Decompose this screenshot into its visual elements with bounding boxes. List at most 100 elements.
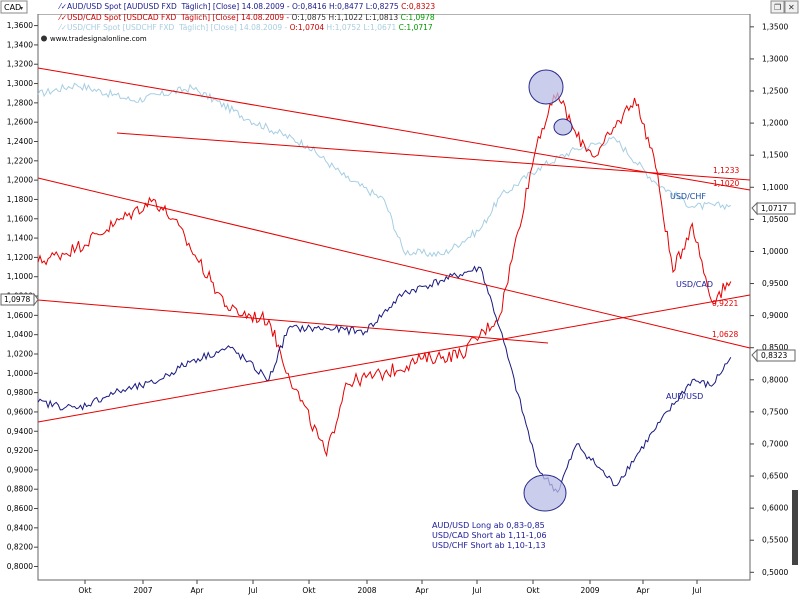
right-tick-label: 1,3000 bbox=[762, 54, 788, 63]
series-line-usd-chf bbox=[37, 82, 732, 258]
scrollbar-handle[interactable] bbox=[792, 490, 798, 565]
level-label: 1,1233 bbox=[713, 166, 739, 175]
legend-aud-high-low: H:0,8477 L:0,8275 bbox=[327, 2, 402, 11]
trendline bbox=[116, 132, 751, 181]
legend-cad-text: USD/CAD Spot [USDCAD FXD Täglich] [Close… bbox=[67, 13, 292, 22]
legend-cad-close: C:1,0978 bbox=[401, 13, 435, 22]
trendlines bbox=[37, 67, 751, 423]
left-tick-label: 1,1000 bbox=[7, 272, 33, 281]
right-tick-label: 0,6500 bbox=[762, 472, 788, 481]
series-layer bbox=[37, 82, 732, 493]
legend-cad-open: O:1,0875 bbox=[292, 13, 327, 22]
left-tick-label: 1,2400 bbox=[7, 137, 33, 146]
last-value-chf-tag-pointer bbox=[751, 201, 758, 216]
last-value-aud-tag-pointer bbox=[751, 348, 758, 363]
currency-selector-label: CAD bbox=[4, 3, 21, 12]
legend-item-chf[interactable]: ⁄✓USD/CHF Spot [USDCHF FXD Täglich] [Clo… bbox=[38, 23, 449, 32]
right-tick-label: 0,7000 bbox=[762, 439, 788, 448]
right-tick-label: 0,6000 bbox=[762, 504, 788, 513]
right-tick-label: 1,0000 bbox=[762, 247, 788, 256]
chevron-down-icon[interactable]: ▾ bbox=[20, 5, 23, 12]
left-tick-label: 1,3000 bbox=[7, 79, 33, 88]
left-tick-label: 0,8600 bbox=[7, 504, 33, 513]
legend: ⁄✓AUD/USD Spot [AUDUSD FXD Täglich] [Clo… bbox=[38, 2, 452, 43]
svg-text:⁄✓USD/CAD Spot [USDCAD FXD Tä: ⁄✓USD/CAD Spot [USDCAD FXD Täglich] [Clo… bbox=[38, 13, 451, 22]
x-tick-label: Okt bbox=[526, 586, 539, 595]
left-tick-label: 1,0200 bbox=[7, 349, 33, 358]
x-tick-label: Apr bbox=[637, 586, 651, 595]
annotation-labels: USD/CHF USD/CAD AUD/USD 1,1233 1,1020 0,9221 1… bbox=[0, 166, 796, 550]
x-tick-label: 2007 bbox=[133, 586, 152, 595]
window-restore-icon: ❐ bbox=[774, 3, 781, 12]
trendline bbox=[37, 67, 751, 191]
left-tick-label: 1,3600 bbox=[7, 21, 33, 30]
legend-aud-close: C:0,8323 bbox=[401, 2, 435, 11]
x-tick-label: Okt bbox=[78, 586, 91, 595]
legend-chf-close: C:1,0717 bbox=[399, 23, 433, 32]
highlight-markers bbox=[523, 69, 573, 512]
legend-chf-high-low: H:1,0752 L:1,0671 bbox=[324, 23, 399, 32]
line-series-icon: ⁄✓ bbox=[57, 23, 67, 32]
trendline bbox=[37, 294, 751, 423]
right-tick-label: 1,1000 bbox=[762, 183, 788, 192]
right-tick-label: 0,5000 bbox=[762, 568, 788, 577]
left-tick-label: 0,9000 bbox=[7, 465, 33, 474]
window-restore-button[interactable] bbox=[770, 0, 785, 14]
x-tick-label: Okt bbox=[302, 586, 315, 595]
left-tick-label: 1,1400 bbox=[7, 234, 33, 243]
left-tick-label: 1,2800 bbox=[7, 98, 33, 107]
top-bar bbox=[0, 0, 800, 14]
right-tick-label: 0,9500 bbox=[762, 279, 788, 288]
line-series-icon: ⁄✓ bbox=[57, 13, 67, 22]
right-tick-label: 0,7500 bbox=[762, 407, 788, 416]
legend-item-cad[interactable]: ⁄✓USD/CAD Spot [USDCAD FXD Täglich] [Clo… bbox=[38, 13, 451, 22]
last-value-aud-tag: 0,8323 bbox=[761, 351, 787, 360]
right-axis: 1,3500 1,3000 1,2500 1,2000 1,1500 1,1000 1,05… bbox=[750, 22, 788, 577]
series-line-aud-usd bbox=[37, 265, 732, 493]
left-tick-label: 1,1200 bbox=[7, 253, 33, 262]
right-tick-label: 1,2000 bbox=[762, 119, 788, 128]
series-label-aud-usd: AUD/USD bbox=[666, 392, 703, 401]
left-tick-label: 0,8200 bbox=[7, 543, 33, 552]
close-icon: ✕ bbox=[788, 3, 795, 12]
level-label: 1,0628 bbox=[712, 330, 738, 339]
legend-cad-high-low: H:1,1022 L:1,0813 bbox=[326, 13, 401, 22]
currency-selector[interactable] bbox=[0, 0, 28, 14]
trade-note-line: USD/CAD Short ab 1,11-1,06 bbox=[432, 531, 547, 540]
trade-note-line: AUD/USD Long ab 0,83-0,85 bbox=[432, 521, 545, 530]
legend-chf-text: USD/CHF Spot [USDCHF FXD Täglich] [Close… bbox=[67, 23, 290, 32]
last-value-chf-tag: 1,0717 bbox=[761, 204, 787, 213]
x-tick-label: Apr bbox=[416, 586, 430, 595]
level-label: 1,1020 bbox=[713, 179, 739, 188]
left-tick-label: 0,8000 bbox=[7, 562, 33, 571]
legend-item-aud[interactable]: ⁄✓AUD/USD Spot [AUDUSD FXD Täglich] [Clo… bbox=[38, 2, 452, 11]
left-tick-label: 1,1600 bbox=[7, 214, 33, 223]
level-label: 0,9221 bbox=[712, 299, 738, 308]
left-tick-label: 1,3400 bbox=[7, 40, 33, 49]
series-line-usd-cad bbox=[37, 91, 732, 458]
trade-note-line: USD/CHF Short ab 1,10-1,13 bbox=[432, 541, 546, 550]
legend-chf-open: O:1,0704 bbox=[290, 23, 325, 32]
left-axis: 1,3600 1,3400 1,3200 1,3000 1,2800 1,2600 1,24… bbox=[7, 21, 38, 571]
right-tick-label: 1,1500 bbox=[762, 151, 788, 160]
trendline bbox=[37, 299, 549, 344]
website-link[interactable]: www.tradesignalonline.com bbox=[41, 35, 147, 43]
left-tick-label: 1,2600 bbox=[7, 118, 33, 127]
x-axis: Okt 2007 Apr Jul Okt 2008 Apr Jul Okt 2009 Apr Jul bbox=[78, 580, 702, 595]
svg-text:⁄✓AUD/USD Spot [AUDUSD FXD Tä: ⁄✓AUD/USD Spot [AUDUSD FXD Täglich] [Clo… bbox=[38, 2, 452, 11]
window-close-button[interactable] bbox=[784, 0, 799, 14]
x-tick-label: Apr bbox=[191, 586, 205, 595]
left-tick-label: 1,3200 bbox=[7, 60, 33, 69]
left-tick-label: 1,1800 bbox=[7, 195, 33, 204]
highlight-ellipse bbox=[553, 118, 573, 136]
right-tick-label: 1,0500 bbox=[762, 215, 788, 224]
highlight-ellipse bbox=[528, 69, 564, 105]
x-tick-label: Jul bbox=[691, 586, 701, 595]
series-label-usd-chf: USD/CHF bbox=[670, 192, 706, 201]
globe-icon bbox=[41, 35, 47, 42]
left-tick-label: 0,9600 bbox=[7, 407, 33, 416]
legend-aud-open: O:0,8416 bbox=[292, 2, 327, 11]
left-tick-label: 1,0600 bbox=[7, 311, 33, 320]
plot-area bbox=[37, 13, 751, 581]
